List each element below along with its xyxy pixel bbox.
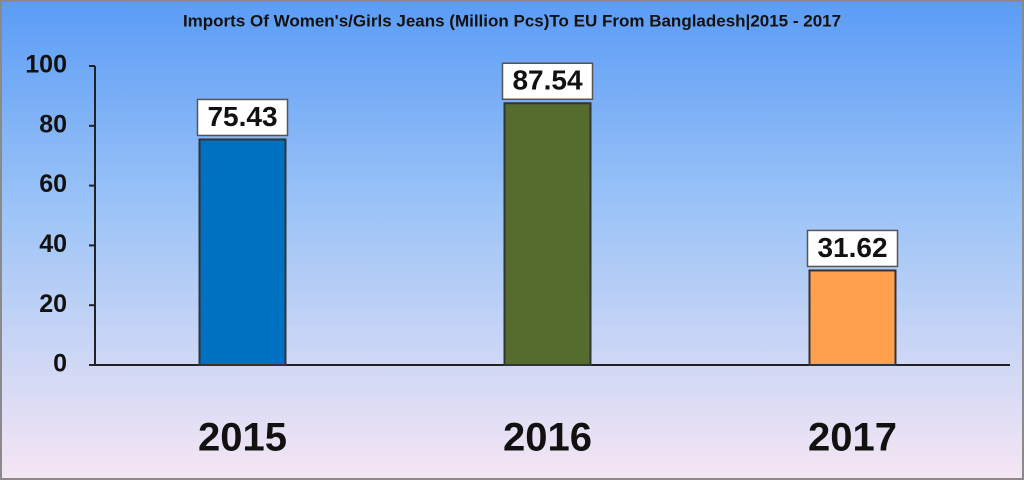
data-label: 87.54 — [512, 65, 582, 96]
data-label: 31.62 — [817, 232, 887, 263]
bar — [503, 102, 592, 366]
y-tick-label: 40 — [39, 230, 67, 258]
x-tick-label: 2017 — [808, 416, 897, 460]
y-tick-label: 60 — [39, 170, 67, 198]
bar — [198, 138, 287, 366]
data-label-box — [501, 62, 594, 101]
data-label-box — [196, 98, 289, 137]
x-tick-label: 2015 — [198, 416, 287, 460]
data-label: 75.43 — [207, 101, 277, 132]
data-label-box — [806, 229, 899, 268]
chart-title: Imports Of Women's/Girls Jeans (Million … — [183, 11, 841, 30]
bar — [808, 269, 897, 367]
y-tick-label: 0 — [53, 350, 67, 378]
x-tick-label: 2016 — [503, 416, 592, 460]
y-tick-label: 80 — [39, 110, 67, 138]
y-tick-label: 100 — [25, 51, 67, 79]
y-tick-label: 20 — [39, 290, 67, 318]
